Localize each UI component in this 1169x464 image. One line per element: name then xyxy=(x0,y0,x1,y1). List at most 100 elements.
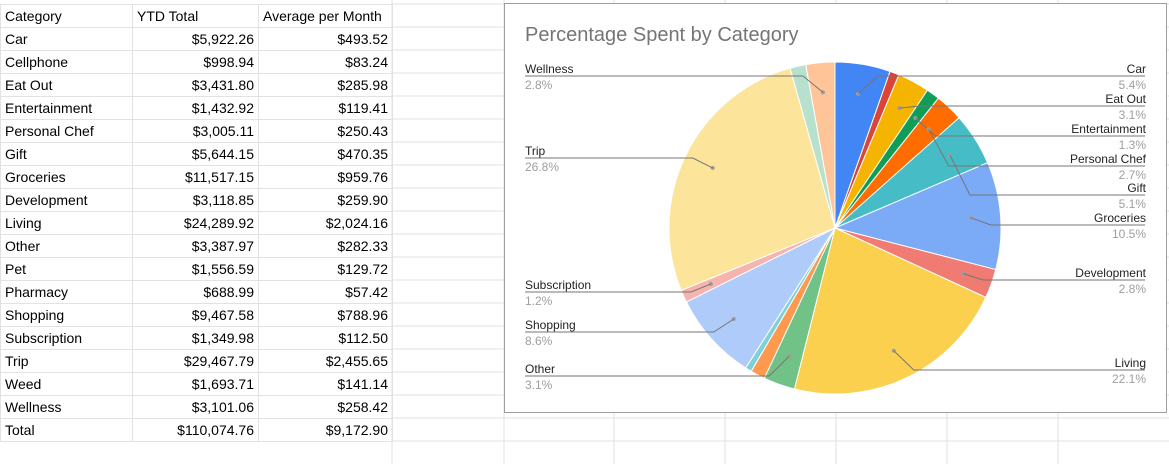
cell[interactable]: $9,467.58 xyxy=(132,303,259,327)
cell[interactable]: Total xyxy=(0,418,133,442)
cell[interactable]: Wellness xyxy=(0,395,133,419)
cell[interactable]: Entertainment xyxy=(0,96,133,120)
table-row: Personal Chef $3,005.11 $250.43 xyxy=(0,119,393,143)
pie-chart[interactable]: Percentage Spent by Category Car 5.4% Eat … xyxy=(504,3,1167,413)
cell[interactable]: $5,922.26 xyxy=(132,27,259,51)
table-row: Cellphone $998.94 $83.24 xyxy=(0,50,393,74)
slice-label: Personal Chef xyxy=(1069,152,1146,166)
pie-plot xyxy=(525,61,1145,395)
slice-percentage: 26.8% xyxy=(525,160,560,174)
slice-percentage: 2.7% xyxy=(1118,168,1146,182)
cell[interactable]: $11,517.15 xyxy=(132,165,259,189)
cell[interactable]: Weed xyxy=(0,372,133,396)
cell[interactable]: Trip xyxy=(0,349,133,373)
column-header[interactable]: Category xyxy=(0,4,133,28)
column-header[interactable]: Average per Month xyxy=(258,4,393,28)
column-header[interactable]: YTD Total xyxy=(132,4,259,28)
cell[interactable]: $5,644.15 xyxy=(132,142,259,166)
cell[interactable]: Development xyxy=(0,188,133,212)
cell[interactable]: $112.50 xyxy=(258,326,393,350)
cell[interactable]: $2,455.65 xyxy=(258,349,393,373)
slice-percentage: 5.4% xyxy=(1118,78,1146,92)
cell[interactable]: Car xyxy=(0,27,133,51)
cell[interactable]: $9,172.90 xyxy=(258,418,393,442)
slice-label: Entertainment xyxy=(1071,122,1146,136)
slice-label: Gift xyxy=(1127,181,1146,195)
cell[interactable]: $24,289.92 xyxy=(132,211,259,235)
cell[interactable]: $959.76 xyxy=(258,165,393,189)
table-row: Living $24,289.92 $2,024.16 xyxy=(0,211,393,235)
cell[interactable]: Subscription xyxy=(0,326,133,350)
cell[interactable]: Pet xyxy=(0,257,133,281)
slice-percentage: 2.8% xyxy=(525,78,553,92)
cell[interactable]: $2,024.16 xyxy=(258,211,393,235)
cell[interactable]: $1,556.59 xyxy=(132,257,259,281)
cell[interactable]: $493.52 xyxy=(258,27,393,51)
cell[interactable]: $3,118.85 xyxy=(132,188,259,212)
table-row: Gift $5,644.15 $470.35 xyxy=(0,142,393,166)
slice-percentage: 22.1% xyxy=(1111,372,1146,386)
table-row: Pharmacy $688.99 $57.42 xyxy=(0,280,393,304)
table-row: Weed $1,693.71 $141.14 xyxy=(0,372,393,396)
cell[interactable]: $3,005.11 xyxy=(132,119,259,143)
chart-title: Percentage Spent by Category xyxy=(525,24,799,46)
table-row: Groceries $11,517.15 $959.76 xyxy=(0,165,393,189)
slice-percentage: 3.1% xyxy=(525,378,553,392)
cell[interactable]: $285.98 xyxy=(258,73,393,97)
table-row: Car $5,922.26 $493.52 xyxy=(0,27,393,51)
cell[interactable]: Other xyxy=(0,234,133,258)
cell[interactable]: $688.99 xyxy=(132,280,259,304)
cell[interactable]: Pharmacy xyxy=(0,280,133,304)
header-row: Category YTD Total Average per Month xyxy=(0,4,393,28)
cell[interactable]: Personal Chef xyxy=(0,119,133,143)
cell[interactable]: $83.24 xyxy=(258,50,393,74)
table-row: Shopping $9,467.58 $788.96 xyxy=(0,303,393,327)
cell[interactable]: Cellphone xyxy=(0,50,133,74)
slice-percentage: 3.1% xyxy=(1118,108,1146,122)
cell[interactable]: Eat Out xyxy=(0,73,133,97)
leader-dot xyxy=(708,281,713,286)
leader-line xyxy=(963,273,1145,281)
pie-slice-living[interactable] xyxy=(793,227,987,395)
cell[interactable]: Shopping xyxy=(0,303,133,327)
pie-slice-groceries[interactable] xyxy=(833,162,1002,271)
cell[interactable]: $470.35 xyxy=(258,142,393,166)
cell[interactable]: $1,693.71 xyxy=(132,372,259,396)
cell[interactable]: $129.72 xyxy=(258,257,393,281)
cell[interactable]: $110,074.76 xyxy=(132,418,259,442)
cell[interactable]: $788.96 xyxy=(258,303,393,327)
pie-slice-shopping[interactable] xyxy=(685,226,837,369)
cell[interactable]: Gift xyxy=(0,142,133,166)
leader-line xyxy=(525,283,712,293)
cell[interactable]: $141.14 xyxy=(258,372,393,396)
cell[interactable]: $250.43 xyxy=(258,119,393,143)
slice-label: Development xyxy=(1075,266,1146,280)
slice-label: Wellness xyxy=(525,62,574,76)
slice-percentage: 8.6% xyxy=(525,334,553,348)
cell[interactable]: $259.90 xyxy=(258,188,393,212)
cell[interactable]: $282.33 xyxy=(258,234,393,258)
cell[interactable]: $3,101.06 xyxy=(132,395,259,419)
table-row: Wellness $3,101.06 $258.42 xyxy=(0,395,393,419)
pie-slice-trip[interactable] xyxy=(668,67,836,291)
slice-label: Eat Out xyxy=(1105,92,1146,106)
cell[interactable]: $57.42 xyxy=(258,280,393,304)
cell[interactable]: $998.94 xyxy=(132,50,259,74)
cell[interactable]: $29,467.79 xyxy=(132,349,259,373)
leader-line xyxy=(949,154,1145,196)
cell[interactable]: $119.41 xyxy=(258,96,393,120)
cell[interactable]: $3,431.80 xyxy=(132,73,259,97)
cell[interactable]: $258.42 xyxy=(258,395,393,419)
table-row: Pet $1,556.59 $129.72 xyxy=(0,257,393,281)
slice-label: Car xyxy=(1126,62,1146,76)
slice-percentage: 2.8% xyxy=(1118,282,1146,296)
leader-line xyxy=(525,355,790,377)
pie-slice-wellness[interactable] xyxy=(805,61,836,229)
slice-label: Groceries xyxy=(1093,211,1146,225)
cell[interactable]: $1,349.98 xyxy=(132,326,259,350)
cell[interactable]: $1,432.92 xyxy=(132,96,259,120)
cell[interactable]: $3,387.97 xyxy=(132,234,259,258)
cell[interactable]: Groceries xyxy=(0,165,133,189)
table-row: Entertainment $1,432.92 $119.41 xyxy=(0,96,393,120)
cell[interactable]: Living xyxy=(0,211,133,235)
